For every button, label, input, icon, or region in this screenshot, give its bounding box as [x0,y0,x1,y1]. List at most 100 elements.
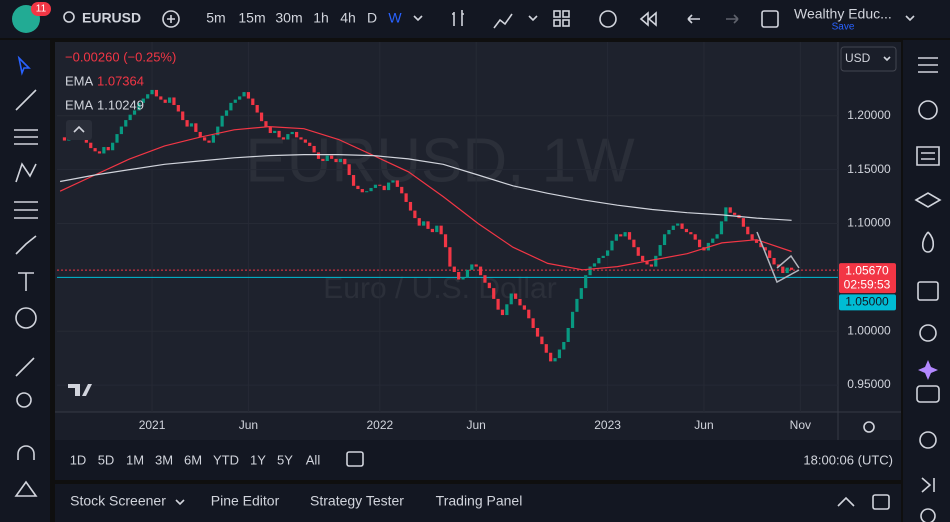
fib-tool[interactable] [14,129,38,145]
replay-icon[interactable] [639,11,657,27]
candle-body [483,275,487,283]
help-icon[interactable] [920,508,936,522]
clock[interactable]: 18:00:06 (UTC) [803,452,893,467]
indicators-icon[interactable] [493,13,513,29]
candle-body [689,232,693,235]
range-button[interactable]: 1M [126,452,144,467]
zoom-tool[interactable] [16,392,32,408]
candle-body [255,105,259,113]
badge: 11 [36,4,47,15]
save[interactable]: Save [832,22,855,33]
range-button[interactable]: YTD [213,452,239,467]
range-button[interactable]: 5Y [277,452,293,467]
signals-icon[interactable] [919,431,937,449]
candle-body [238,96,242,100]
news-icon[interactable] [916,146,940,166]
text-tool[interactable] [18,272,34,291]
lock-tool[interactable] [14,480,38,497]
y-tick-label: 1.20000 [847,108,891,122]
candle-body [549,352,553,362]
tf-dropdown[interactable] [413,15,423,22]
calendar-icon[interactable] [917,281,939,301]
candle-body [185,120,189,127]
watchlist-icon[interactable] [918,57,938,73]
brush-tool[interactable] [15,235,37,255]
settings-icon[interactable] [863,421,875,433]
cursor-tool[interactable] [17,55,31,76]
emoji-tool[interactable] [15,307,37,329]
alerts-icon[interactable] [918,100,938,120]
playback-icon[interactable] [921,477,935,493]
candle-body [132,110,137,115]
undo-icon[interactable] [687,14,700,24]
candle-body [102,147,106,154]
layout-dropdown[interactable] [905,15,915,22]
range-button[interactable]: 6M [184,452,202,467]
right-toolbar [903,40,950,522]
screener-dropdown[interactable] [175,499,185,506]
currency[interactable]: USD [845,51,871,65]
panel-tab[interactable]: Stock Screener [70,493,166,509]
panel-tab[interactable]: Pine Editor [211,493,280,509]
candle-body [312,145,316,153]
range-button[interactable]: 1Y [250,452,266,467]
layers-icon[interactable] [914,192,942,208]
pattern-tool[interactable] [15,162,37,183]
expand-panel[interactable] [837,496,855,507]
range-button[interactable]: 3M [155,452,173,467]
collapse-legend[interactable] [66,120,92,140]
range-button[interactable]: 1D [70,452,87,467]
timeframe[interactable]: 15m [238,10,265,26]
timeframe[interactable]: D [367,10,377,26]
redo-icon[interactable] [726,14,739,24]
hotlist-icon[interactable] [921,231,935,253]
layout-icon [562,19,570,27]
symbol[interactable]: EURUSD [82,10,141,26]
panel-tab[interactable]: Strategy Tester [310,493,404,509]
layout-name[interactable]: Wealthy Educ... [794,6,892,22]
candle-body [150,89,154,95]
search-icon[interactable] [63,11,75,23]
range-button[interactable]: 5D [98,452,115,467]
projection-tool[interactable] [14,201,38,219]
fullscreen-icon[interactable] [761,10,779,28]
candle-body [435,225,439,233]
measure-tool[interactable] [15,357,35,377]
maximize-panel[interactable] [872,494,890,510]
alert-icon[interactable] [599,10,617,28]
candle-body [176,105,180,112]
timeframe[interactable]: 1h [313,10,329,26]
candle-body [544,344,548,353]
magnet-tool[interactable] [17,445,35,460]
chart-type-icon[interactable] [452,10,464,26]
timeframe[interactable]: 5m [206,10,225,26]
candle-body [259,112,264,122]
y-tick-label: 0.95000 [847,377,891,391]
candle-body [198,131,202,138]
candle-body [146,94,150,99]
panel-tab[interactable]: Trading Panel [436,493,523,509]
date-range-icon[interactable] [346,451,364,467]
candle-body [776,264,781,267]
dropdown[interactable] [528,15,538,22]
candle-body [93,148,97,152]
candle-body [487,282,491,289]
timeframe[interactable]: 4h [340,10,356,26]
timeframe[interactable]: W [388,10,402,26]
chat-icon[interactable] [916,385,940,403]
candle-body [579,288,583,299]
candle-body [220,115,224,127]
candle-body [404,193,408,202]
assistant-icon[interactable] [918,360,938,380]
currency-select[interactable] [840,46,897,72]
chart-pane [55,42,838,412]
add-symbol[interactable] [162,10,180,28]
timeframe[interactable]: 30m [275,10,302,26]
candle-body [592,263,597,267]
candle-body [360,189,364,193]
line-tool[interactable] [15,89,37,111]
range-button[interactable]: All [306,452,321,467]
ideas-icon[interactable] [919,324,937,342]
layout-icon[interactable] [553,10,561,18]
candle-body [89,142,93,149]
